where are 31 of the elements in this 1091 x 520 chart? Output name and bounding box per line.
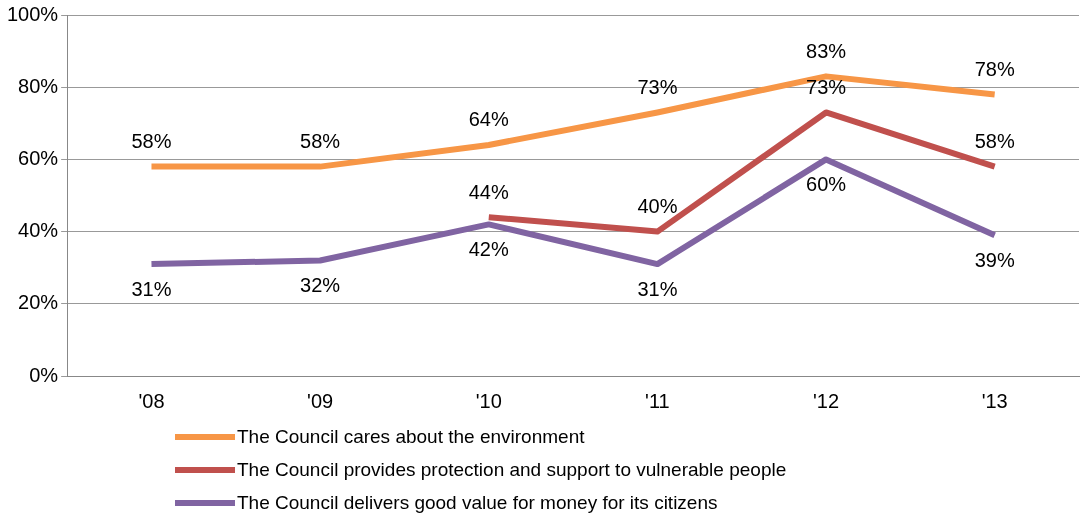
x-tick-label: '11 [645, 389, 670, 412]
data-label: 73% [806, 75, 847, 98]
y-tick-label: 40% [18, 219, 59, 242]
y-tick-label: 100% [7, 2, 59, 25]
data-label: 60% [806, 172, 847, 195]
legend-label: The Council cares about the environment [237, 425, 585, 448]
data-label: 58% [131, 130, 172, 153]
data-label: 58% [974, 130, 1015, 153]
y-tick-label: 60% [18, 146, 59, 169]
data-label: 44% [468, 180, 509, 203]
data-label: 42% [468, 237, 509, 260]
x-tick-label: '09 [307, 389, 334, 412]
data-label: 64% [468, 108, 509, 131]
legend-label: The Council delivers good value for money for its citizens [237, 491, 718, 514]
y-tick-label: 80% [18, 74, 59, 97]
data-label: 39% [974, 248, 1015, 271]
data-label: 32% [300, 274, 341, 296]
data-label: 83% [806, 39, 847, 62]
x-tick-label: '13 [981, 389, 1008, 412]
data-label: 40% [637, 195, 678, 218]
data-label: 31% [131, 277, 172, 300]
x-tick-label: '10 [475, 389, 502, 412]
y-tick-label: 0% [29, 363, 59, 386]
data-label: 58% [300, 130, 341, 153]
data-label: 73% [637, 75, 678, 98]
y-tick-label: 20% [18, 291, 59, 314]
legend-label: The Council provides protection and support to vulnerable people [237, 458, 787, 481]
data-label: 78% [974, 57, 1015, 80]
data-label: 31% [637, 277, 678, 300]
x-tick-label: '08 [138, 389, 165, 412]
x-tick-label: '12 [813, 389, 840, 412]
